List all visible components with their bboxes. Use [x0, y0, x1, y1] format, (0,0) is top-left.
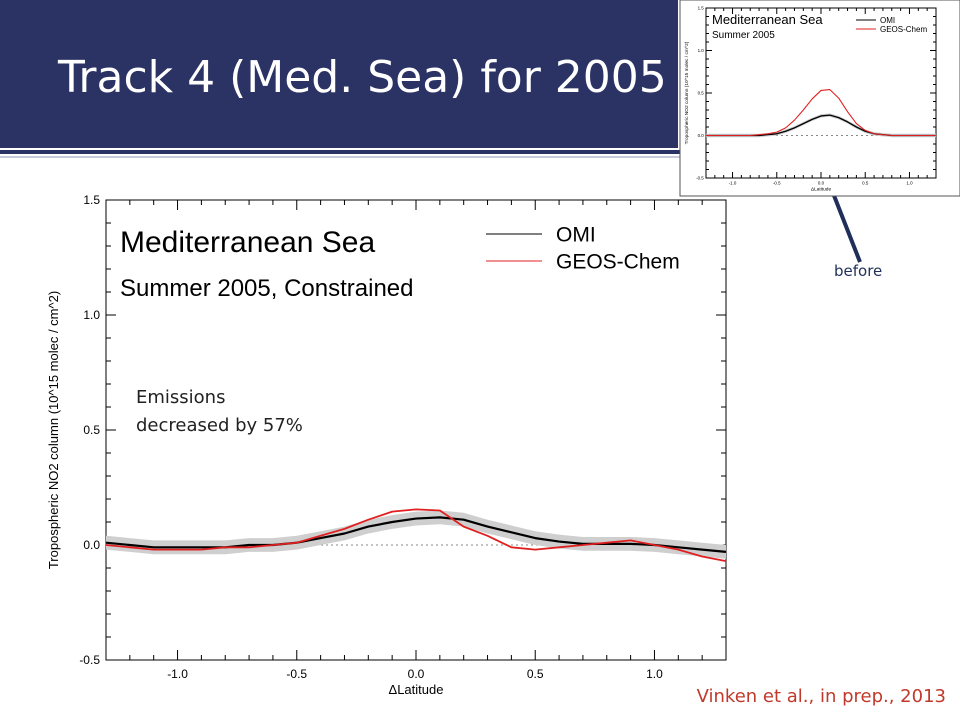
x-tick-label: 1.0	[906, 181, 913, 186]
legend-label: OMI	[880, 16, 895, 25]
legend-label: GEOS-Chem	[556, 250, 680, 273]
x-tick-label: 0.0	[818, 181, 825, 186]
y-tick-label: 0.5	[698, 90, 705, 95]
x-tick-label: -0.5	[286, 667, 307, 681]
emissions-note-line2: decreased by 57%	[136, 415, 303, 436]
x-axis-label: ΔLatitude	[389, 682, 444, 697]
chart-subtitle: Summer 2005	[712, 30, 775, 41]
x-tick-label: 0.0	[408, 667, 425, 681]
y-axis-label: Tropospheric NO2 column (10^15 molec / c…	[684, 41, 690, 144]
main-chart: -0.5 0.0 0.5 1.0 1.5 -1.0 -0.5 0.0 0.5 1.0 ΔLatitu…	[46, 193, 727, 697]
x-tick-label: 0.5	[527, 667, 544, 681]
y-tick-label: 1.5	[83, 193, 100, 207]
x-tick-label: -1.0	[729, 181, 737, 186]
omi-uncertainty-band	[706, 113, 936, 138]
y-tick-label: 0.0	[83, 538, 100, 552]
banner-rule-light	[0, 156, 960, 158]
y-tick-label: 1.0	[83, 308, 100, 322]
legend-label: GEOS-Chem	[880, 25, 927, 34]
y-tick-label: 0.5	[83, 423, 100, 437]
title-banner	[0, 0, 678, 148]
emissions-note-line1: Emissions	[136, 387, 226, 408]
geos-chem-series-line	[105, 508, 727, 562]
y-tick-label: -0.5	[79, 653, 100, 667]
inset-chart: -0.5 0.0 0.5 1.0 1.5 -1.0 -0.5 0.0 0.5 1.0 ΔLatitu…	[679, 0, 960, 197]
x-tick-label: 1.0	[646, 667, 663, 681]
y-tick-label: -0.5	[696, 175, 704, 180]
x-tick-label: 0.5	[862, 181, 869, 186]
geos-chem-series-line	[706, 89, 936, 137]
legend-label: OMI	[556, 223, 596, 246]
x-tick-label: -1.0	[167, 667, 188, 681]
inset-border	[679, 0, 960, 197]
citation: Vinken et al., in prep., 2013	[696, 686, 946, 707]
slide-title: Track 4 (Med. Sea) for 2005	[58, 52, 667, 103]
before-label: before	[834, 262, 883, 280]
y-tick-label: 1.0	[698, 48, 705, 53]
x-tick-label: -0.5	[773, 181, 781, 186]
banner-rule	[0, 150, 960, 154]
y-axis-label: Tropospheric NO2 column (10^15 molec / c…	[46, 291, 61, 569]
y-tick-label: 0.0	[698, 133, 705, 138]
chart-title: Mediterranean Sea	[712, 12, 823, 27]
chart-subtitle: Summer 2005, Constrained	[120, 275, 413, 302]
x-axis-label: ΔLatitude	[811, 187, 832, 193]
chart-title: Mediterranean Sea	[120, 226, 375, 259]
y-tick-label: 1.5	[698, 5, 705, 10]
emissions-note: Emissions decreased by 57%	[136, 384, 303, 440]
omi-series-line	[105, 516, 727, 553]
